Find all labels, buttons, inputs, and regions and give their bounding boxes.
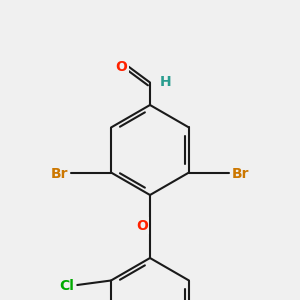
Text: Br: Br — [232, 167, 249, 181]
Text: Cl: Cl — [59, 280, 74, 293]
Text: O: O — [136, 219, 148, 233]
Text: Br: Br — [51, 167, 68, 181]
Text: H: H — [160, 75, 172, 89]
Text: O: O — [116, 60, 128, 74]
